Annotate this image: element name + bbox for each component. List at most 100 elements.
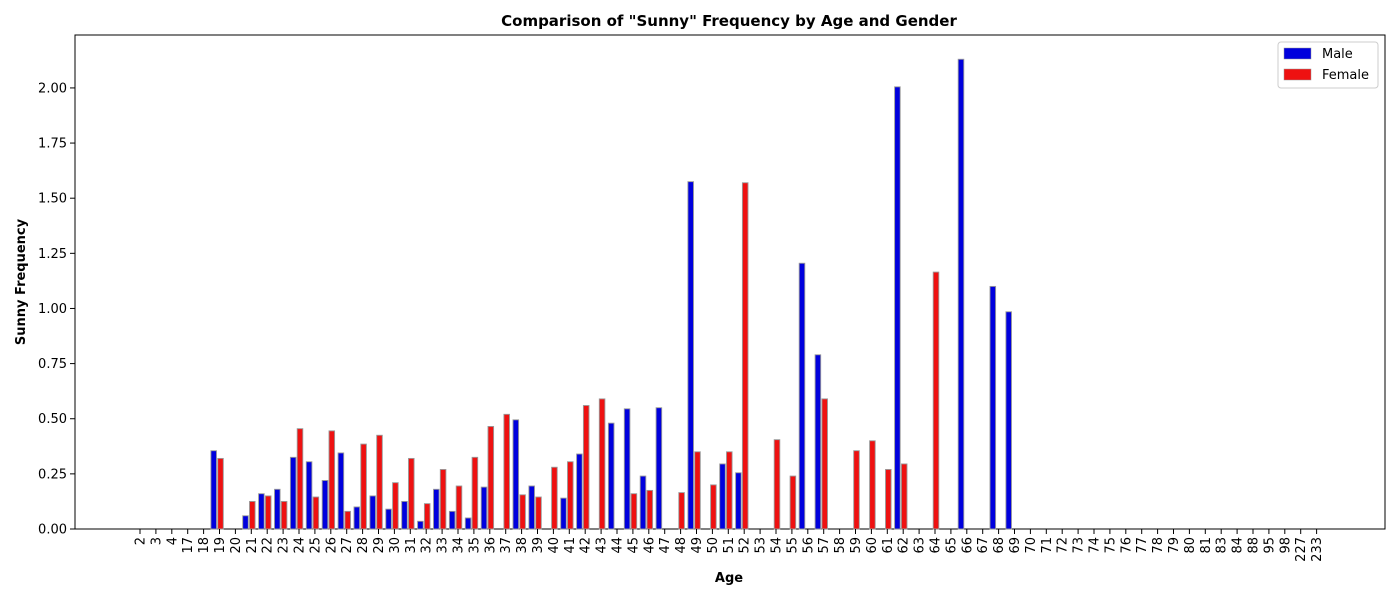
x-tick-label: 44 bbox=[611, 537, 626, 554]
bar-female-55 bbox=[789, 475, 797, 530]
x-tick-label: 66 bbox=[960, 537, 975, 554]
x-tick-label: 53 bbox=[754, 537, 769, 554]
bar-male-44 bbox=[607, 422, 615, 530]
x-tick-label: 68 bbox=[992, 537, 1007, 554]
bar-female-50 bbox=[710, 484, 717, 530]
bar-male-24 bbox=[289, 456, 297, 530]
x-tick-label: 61 bbox=[881, 537, 896, 554]
bar-male-29 bbox=[369, 495, 376, 530]
x-tick-label: 88 bbox=[1247, 537, 1262, 554]
x-tick-label: 57 bbox=[817, 537, 832, 554]
x-tick-label: 59 bbox=[849, 537, 864, 554]
bar-female-61 bbox=[885, 469, 892, 530]
x-tick-label: 65 bbox=[944, 537, 959, 554]
x-tick-label: 2 bbox=[134, 537, 149, 545]
bar-female-38 bbox=[519, 494, 526, 530]
x-tick-label: 27 bbox=[340, 537, 355, 554]
legend-swatch-male bbox=[1283, 47, 1312, 60]
bar-male-41 bbox=[560, 497, 567, 530]
x-tick-label: 3 bbox=[149, 537, 164, 545]
bar-female-52 bbox=[741, 182, 749, 530]
bar-male-69 bbox=[1005, 311, 1012, 530]
x-tick-label: 31 bbox=[404, 537, 419, 554]
y-tick-label: 0.50 bbox=[38, 412, 67, 427]
x-tick-label: 227 bbox=[1294, 537, 1309, 562]
x-tick-label: 55 bbox=[785, 537, 800, 554]
x-tick-label: 49 bbox=[690, 537, 705, 554]
x-tick-label: 32 bbox=[420, 537, 435, 554]
legend-swatch-female bbox=[1283, 68, 1312, 81]
bar-female-51 bbox=[726, 451, 733, 530]
bar-female-29 bbox=[376, 434, 383, 530]
y-tick-label: 1.75 bbox=[38, 137, 67, 152]
bar-female-26 bbox=[328, 430, 336, 530]
x-tick-label: 79 bbox=[1167, 537, 1182, 554]
bar-male-38 bbox=[512, 419, 520, 530]
x-tick-label: 40 bbox=[547, 537, 562, 554]
bar-female-32 bbox=[423, 503, 431, 530]
x-tick-label: 21 bbox=[245, 537, 260, 554]
bar-female-48 bbox=[678, 492, 685, 530]
x-tick-label: 20 bbox=[229, 537, 244, 554]
x-tick-label: 23 bbox=[277, 537, 292, 554]
bar-male-28 bbox=[353, 506, 361, 530]
x-tick-label: 54 bbox=[770, 537, 785, 554]
bar-female-45 bbox=[630, 493, 638, 530]
bar-male-36 bbox=[480, 486, 488, 530]
x-tick-label: 4 bbox=[165, 537, 180, 545]
bar-male-39 bbox=[528, 485, 535, 530]
x-tick-label: 74 bbox=[1088, 537, 1103, 554]
x-tick-label: 33 bbox=[436, 537, 451, 554]
y-tick-label: 2.00 bbox=[38, 81, 67, 96]
bar-male-33 bbox=[433, 488, 440, 530]
legend: Male Female bbox=[1277, 41, 1379, 89]
y-tick-label: 1.25 bbox=[38, 247, 67, 262]
x-tick-label: 18 bbox=[197, 537, 212, 554]
bar-female-33 bbox=[439, 469, 447, 530]
x-tick-label: 43 bbox=[595, 537, 610, 554]
x-tick-label: 78 bbox=[1151, 537, 1166, 554]
bar-male-21 bbox=[242, 515, 249, 530]
x-tick-label: 52 bbox=[738, 537, 753, 554]
bar-female-42 bbox=[582, 405, 590, 530]
bar-male-25 bbox=[305, 461, 313, 530]
x-tick-label: 63 bbox=[913, 537, 928, 554]
bar-female-31 bbox=[408, 457, 415, 530]
x-tick-label: 38 bbox=[515, 537, 530, 554]
plot-area bbox=[74, 34, 1386, 530]
x-tick-label: 81 bbox=[1199, 537, 1214, 554]
x-tick-label: 30 bbox=[388, 537, 403, 554]
bar-female-57 bbox=[821, 398, 828, 530]
bar-female-25 bbox=[312, 496, 320, 530]
legend-label-male: Male bbox=[1322, 47, 1353, 62]
y-axis-title: Sunny Frequency bbox=[14, 218, 29, 345]
x-tick-label: 75 bbox=[1103, 537, 1118, 554]
bar-female-49 bbox=[694, 451, 701, 530]
bar-female-39 bbox=[535, 496, 542, 530]
x-tick-label: 73 bbox=[1072, 537, 1087, 554]
x-axis: 2 3 4 17 18 19 20 21 22 23 24 25 26 27 28 29 30 31 32 33 34 3… bbox=[134, 529, 1325, 562]
bar-female-23 bbox=[280, 500, 288, 530]
x-tick-label: 76 bbox=[1119, 537, 1134, 554]
x-tick-label: 60 bbox=[865, 537, 880, 554]
x-tick-label: 70 bbox=[1024, 537, 1039, 554]
x-tick-label: 51 bbox=[722, 537, 737, 554]
x-tick-label: 35 bbox=[467, 537, 482, 554]
x-tick-label: 64 bbox=[929, 537, 944, 554]
x-tick-label: 37 bbox=[499, 537, 514, 554]
x-tick-label: 50 bbox=[706, 537, 721, 554]
x-tick-label: 46 bbox=[642, 537, 657, 554]
bar-female-64 bbox=[932, 271, 940, 530]
x-tick-label: 48 bbox=[674, 537, 689, 554]
bar-female-40 bbox=[551, 466, 558, 530]
x-tick-label: 36 bbox=[483, 537, 498, 554]
x-tick-label: 69 bbox=[1008, 537, 1023, 554]
bar-female-19 bbox=[217, 457, 224, 530]
x-tick-label: 56 bbox=[801, 537, 816, 554]
bar-female-28 bbox=[360, 443, 367, 530]
chart-title: Comparison of "Sunny" Frequency by Age a… bbox=[501, 12, 957, 30]
x-tick-label: 83 bbox=[1215, 537, 1230, 554]
bar-male-23 bbox=[274, 488, 281, 530]
bar-female-24 bbox=[296, 428, 304, 530]
bar-female-46 bbox=[646, 489, 654, 530]
